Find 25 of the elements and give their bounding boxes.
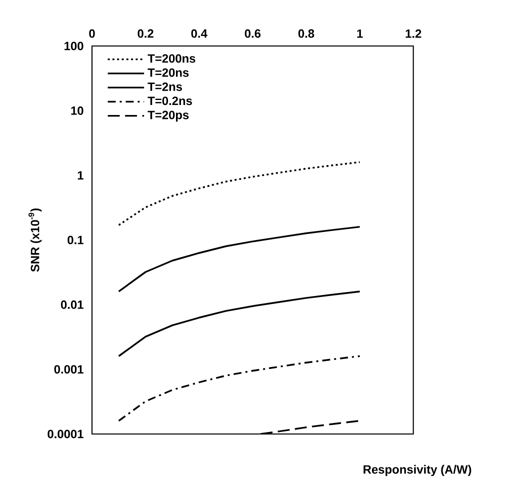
x-tick-label: 0.4 (191, 29, 208, 38)
x-tick-label: 1.2 (406, 29, 422, 38)
legend-label: T=20ns (148, 68, 189, 77)
x-tick-label: 0.2 (138, 29, 154, 38)
line-series (118, 355, 361, 422)
y-tick-label: 1 (78, 171, 84, 180)
legend-label: T=20ps (148, 110, 189, 122)
y-axis-title: SNR (x10$^{-9}$) (28, 208, 42, 272)
x-tick-label: 0.8 (298, 29, 314, 38)
line-series (118, 226, 361, 292)
y-tick-label: 0.1 (68, 236, 84, 244)
y-tick-label: 0.001 (54, 365, 84, 374)
x-tick-label: 0.6 (244, 29, 261, 38)
legend-label: T=200ns (148, 54, 196, 63)
y-tick-label: 0.0001 (48, 430, 84, 438)
line-series (118, 161, 361, 226)
y-tick-label: 100 (64, 42, 84, 50)
x-tick-label: 0 (89, 29, 95, 38)
x-tick-label: 1 (357, 30, 363, 38)
legend-label: T=0.2ns (148, 96, 192, 106)
y-tick-label: 10 (71, 106, 84, 115)
x-axis-title: Responsivity (A/W) (364, 464, 472, 476)
legend-label: T=2ns (148, 82, 182, 91)
y-tick-label: 0.01 (60, 300, 84, 309)
line-series (118, 290, 361, 357)
